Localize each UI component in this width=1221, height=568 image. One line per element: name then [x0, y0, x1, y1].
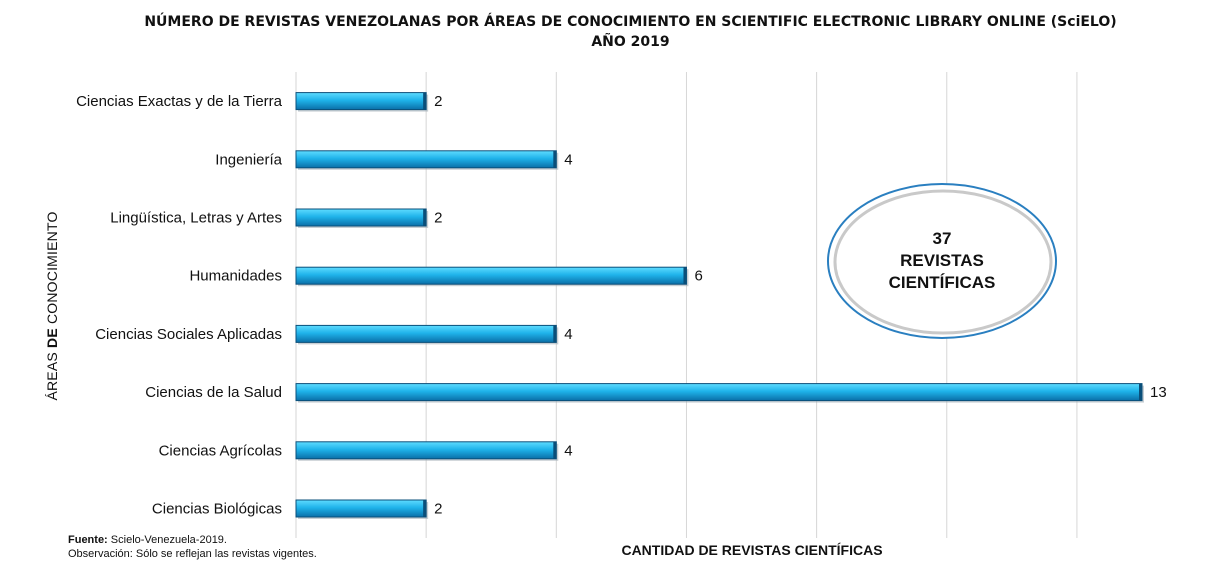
- footer-source: Fuente: Scielo-Venezuela-2019.: [68, 533, 317, 547]
- value-label: 2: [434, 93, 442, 110]
- footer-source-text: Scielo-Venezuela-2019.: [107, 534, 227, 546]
- category-label: Ciencias Biológicas: [152, 501, 282, 518]
- category-label: Lingüística, Letras y Artes: [110, 210, 282, 227]
- bar: [295, 383, 1143, 402]
- bar-end-cap: [1139, 383, 1142, 401]
- bar: [295, 150, 557, 169]
- x-axis-label: CANTIDAD DE REVISTAS CIENTÍFICAS: [621, 542, 883, 558]
- bar-end-cap: [553, 150, 557, 168]
- footer: Fuente: Scielo-Venezuela-2019. Observaci…: [68, 533, 317, 561]
- bar: [295, 208, 427, 227]
- bar-end-cap: [423, 500, 427, 517]
- bar: [295, 441, 557, 460]
- chart-title-line2: AÑO 2019: [591, 34, 670, 50]
- category-label: Ciencias Sociales Aplicadas: [95, 326, 282, 343]
- value-label: 2: [434, 210, 442, 227]
- callout-line3: CIENTÍFICAS: [888, 273, 996, 292]
- value-label: 4: [564, 326, 572, 343]
- bar: [295, 499, 427, 518]
- category-label: Ingeniería: [215, 151, 282, 168]
- value-label: 4: [564, 442, 572, 459]
- bar: [295, 324, 557, 343]
- bar-end-cap: [423, 209, 427, 226]
- value-label: 13: [1150, 384, 1167, 401]
- footer-source-label: Fuente:: [68, 534, 108, 546]
- chart-title: NÚMERO DE REVISTAS VENEZOLANAS POR ÁREAS…: [0, 12, 1221, 52]
- bar: [295, 266, 687, 285]
- callout-text: 37 REVISTAS CIENTÍFICAS: [826, 182, 1058, 340]
- footer-note: Observación: Sólo se reflejan las revist…: [68, 548, 317, 560]
- total-callout: 37 REVISTAS CIENTÍFICAS: [826, 182, 1058, 340]
- callout-ellipse-inner: [833, 189, 1053, 335]
- value-label: 6: [694, 268, 702, 285]
- bar-end-cap: [553, 325, 557, 343]
- y-axis-label-bold: DE: [44, 328, 60, 348]
- y-axis-label: ÁREAS DE CONOCIMIENTO: [44, 211, 60, 400]
- chart-title-line1: NÚMERO DE REVISTAS VENEZOLANAS POR ÁREAS…: [144, 14, 1117, 30]
- callout-total: 37: [932, 229, 952, 248]
- bar: [295, 92, 427, 111]
- category-label: Humanidades: [189, 268, 282, 285]
- bar-end-cap: [423, 92, 427, 110]
- category-label: Ciencias Exactas y de la Tierra: [76, 93, 283, 110]
- value-label: 4: [564, 151, 572, 168]
- y-axis-label-prefix: ÁREAS: [44, 347, 60, 401]
- category-label: Ciencias Agrícolas: [159, 442, 282, 459]
- category-label: Ciencias de la Salud: [145, 384, 282, 401]
- callout-ellipse-outer: [827, 183, 1057, 339]
- y-axis-label-suffix: CONOCIMIENTO: [44, 211, 60, 329]
- bar-end-cap: [683, 267, 687, 285]
- callout-ellipse: [827, 183, 1057, 339]
- callout-line2: REVISTAS: [900, 251, 984, 270]
- value-label: 2: [434, 501, 442, 518]
- bar-end-cap: [553, 441, 557, 459]
